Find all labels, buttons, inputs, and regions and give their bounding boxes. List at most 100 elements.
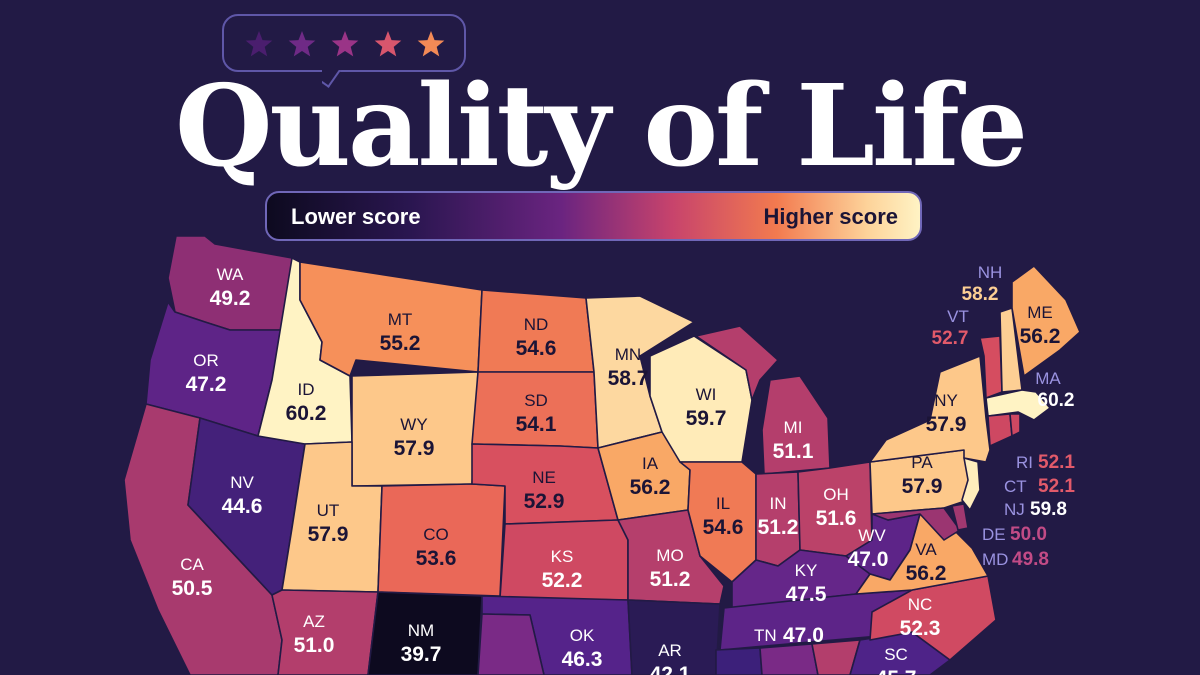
state-nj[interactable] (961, 457, 981, 511)
score-sc: 45.7 (876, 667, 917, 675)
abbr-id: ID (298, 380, 315, 399)
state-ga[interactable] (811, 639, 861, 675)
label-sd: SD 54.1 (516, 391, 557, 436)
state-sd[interactable] (471, 371, 599, 449)
abbr-ar: AR (658, 641, 682, 660)
label-ky: KY 47.5 (786, 561, 827, 606)
state-ny[interactable] (869, 355, 991, 463)
label-ia: IA 56.2 (630, 454, 671, 499)
state-ar[interactable] (627, 599, 721, 675)
state-az[interactable] (271, 589, 379, 675)
state-labels: WA 49.2 OR 47.2 CA 50.5 NV 44.6 ID 60.2 … (172, 265, 1061, 675)
label-ok: OK 46.3 (562, 626, 603, 671)
label-mn: MN 58.7 (608, 345, 649, 390)
callout-de-score: 50.0 (1010, 524, 1047, 545)
state-me[interactable] (1011, 265, 1081, 377)
score-mo: 51.2 (650, 568, 691, 591)
callout-ct: CT 52.1 (1004, 476, 1075, 497)
callout-ri-score: 52.1 (1038, 452, 1075, 473)
label-oh: OH 51.6 (816, 485, 857, 530)
score-ut: 57.9 (308, 523, 349, 546)
abbr-ks: KS (551, 547, 574, 566)
abbr-wi: WI (696, 385, 717, 404)
label-mi: MI 51.1 (773, 418, 814, 463)
callout-vt-abbr: VT (947, 307, 969, 326)
label-wy: WY 57.9 (394, 415, 435, 460)
abbr-nv: NV (230, 473, 254, 492)
score-ks: 52.2 (542, 569, 583, 592)
label-ny: NY 57.9 (926, 391, 967, 436)
label-mt: MT 55.2 (380, 310, 421, 355)
abbr-ok: OK (570, 626, 595, 645)
state-al[interactable] (759, 643, 819, 675)
northeast-callouts: NH 58.2 VT 52.7 MA 60.2 RI 52.1 CT 52.1 … (932, 263, 1076, 570)
label-ne: NE 52.9 (524, 468, 565, 513)
abbr-mo: MO (656, 546, 683, 565)
state-ms[interactable] (715, 647, 763, 675)
score-mt: 55.2 (380, 332, 421, 355)
abbr-il: IL (716, 494, 730, 513)
score-ia: 56.2 (630, 476, 671, 499)
abbr-co: CO (423, 525, 449, 544)
score-ar: 42.1 (650, 663, 691, 675)
label-ut: UT 57.9 (308, 501, 349, 546)
label-ar: AR 42.1 (650, 641, 691, 675)
star-icon (331, 31, 359, 57)
score-nv: 44.6 (222, 495, 263, 518)
label-in: IN 51.2 (758, 494, 799, 539)
state-vt[interactable] (979, 335, 1003, 399)
abbr-wy: WY (400, 415, 427, 434)
abbr-ut: UT (317, 501, 340, 520)
score-va: 56.2 (906, 562, 947, 585)
abbr-ky: KY (795, 561, 818, 580)
state-tx[interactable] (477, 613, 545, 675)
state-md[interactable] (871, 507, 961, 541)
abbr-az: AZ (303, 612, 325, 631)
score-ok: 46.3 (562, 648, 603, 671)
state-ct[interactable] (987, 413, 1013, 447)
callout-nj: NJ 59.8 (1004, 499, 1067, 520)
score-tn: 47.0 (783, 624, 824, 647)
score-mn: 58.7 (608, 367, 649, 390)
abbr-sc: SC (884, 645, 908, 664)
abbr-in: IN (770, 494, 787, 513)
label-nv: NV 44.6 (222, 473, 263, 518)
label-or: OR 47.2 (186, 351, 227, 396)
score-ny: 57.9 (926, 413, 967, 436)
score-or: 47.2 (186, 373, 227, 396)
abbr-va: VA (915, 540, 937, 559)
page-title: Quality of Life (174, 61, 1028, 192)
score-ky: 47.5 (786, 583, 827, 606)
label-pa: PA 57.9 (902, 453, 943, 498)
label-wv: WV 47.0 (848, 526, 889, 571)
score-pa: 57.9 (902, 475, 943, 498)
label-ca: CA 50.5 (172, 555, 213, 600)
abbr-mt: MT (388, 310, 413, 329)
label-az: AZ 51.0 (294, 612, 335, 657)
state-nm[interactable] (367, 591, 483, 675)
abbr-oh: OH (823, 485, 849, 504)
callout-de-abbr: DE (982, 525, 1006, 544)
state-ri[interactable] (1009, 413, 1021, 437)
abbr-tn: TN (754, 626, 777, 645)
abbr-wv: WV (858, 526, 886, 545)
score-nd: 54.6 (516, 337, 557, 360)
label-id: ID 60.2 (286, 380, 327, 425)
abbr-nm: NM (408, 621, 434, 640)
callout-nh: NH 58.2 (962, 263, 1003, 305)
abbr-me: ME (1027, 303, 1053, 322)
label-wa: WA 49.2 (210, 265, 251, 310)
score-wy: 57.9 (394, 437, 435, 460)
star-icon (288, 31, 316, 57)
state-de[interactable] (951, 503, 969, 531)
abbr-sd: SD (524, 391, 548, 410)
state-shapes (123, 235, 1081, 675)
label-il: IL 54.6 (703, 494, 744, 539)
callout-ri-abbr: RI (1016, 453, 1033, 472)
state-co[interactable] (377, 483, 506, 597)
callout-md-score: 49.8 (1012, 549, 1049, 570)
callout-ma: MA 60.2 (1035, 369, 1074, 411)
callout-nh-abbr: NH (978, 263, 1003, 282)
